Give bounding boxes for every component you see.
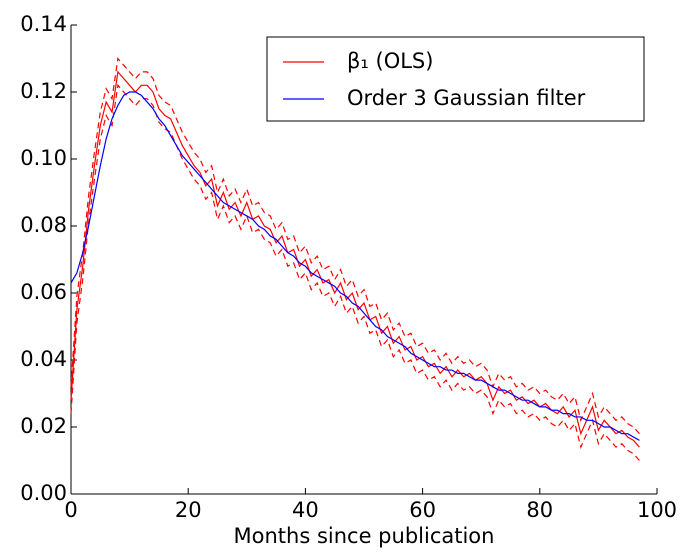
y-tick-label: 0.12: [20, 79, 67, 103]
x-tick-label: 20: [175, 498, 202, 522]
y-tick-label: 0.04: [20, 347, 67, 371]
x-tick-label: 100: [637, 498, 677, 522]
y-tick-label: 0.08: [20, 213, 67, 237]
y-tick-label: 0.10: [20, 146, 67, 170]
legend-box: [266, 36, 645, 122]
legend-label: Order 3 Gaussian filter: [347, 86, 586, 110]
y-tick-label: 0.00: [20, 481, 67, 505]
x-tick-label: 40: [292, 498, 319, 522]
series-line: [70, 83, 640, 461]
series-line: [70, 91, 640, 441]
series-line: [70, 57, 640, 435]
legend-label: β₁ (OLS): [347, 49, 433, 73]
y-tick-label: 0.02: [20, 414, 67, 438]
x-tick-label: 0: [64, 498, 77, 522]
x-tick-label: 60: [409, 498, 436, 522]
x-axis-label: Months since publication: [234, 524, 495, 548]
y-tick-label: 0.06: [20, 280, 67, 304]
series-line: [70, 70, 640, 448]
y-tick-label: 0.14: [20, 12, 67, 36]
x-tick-label: 80: [526, 498, 553, 522]
